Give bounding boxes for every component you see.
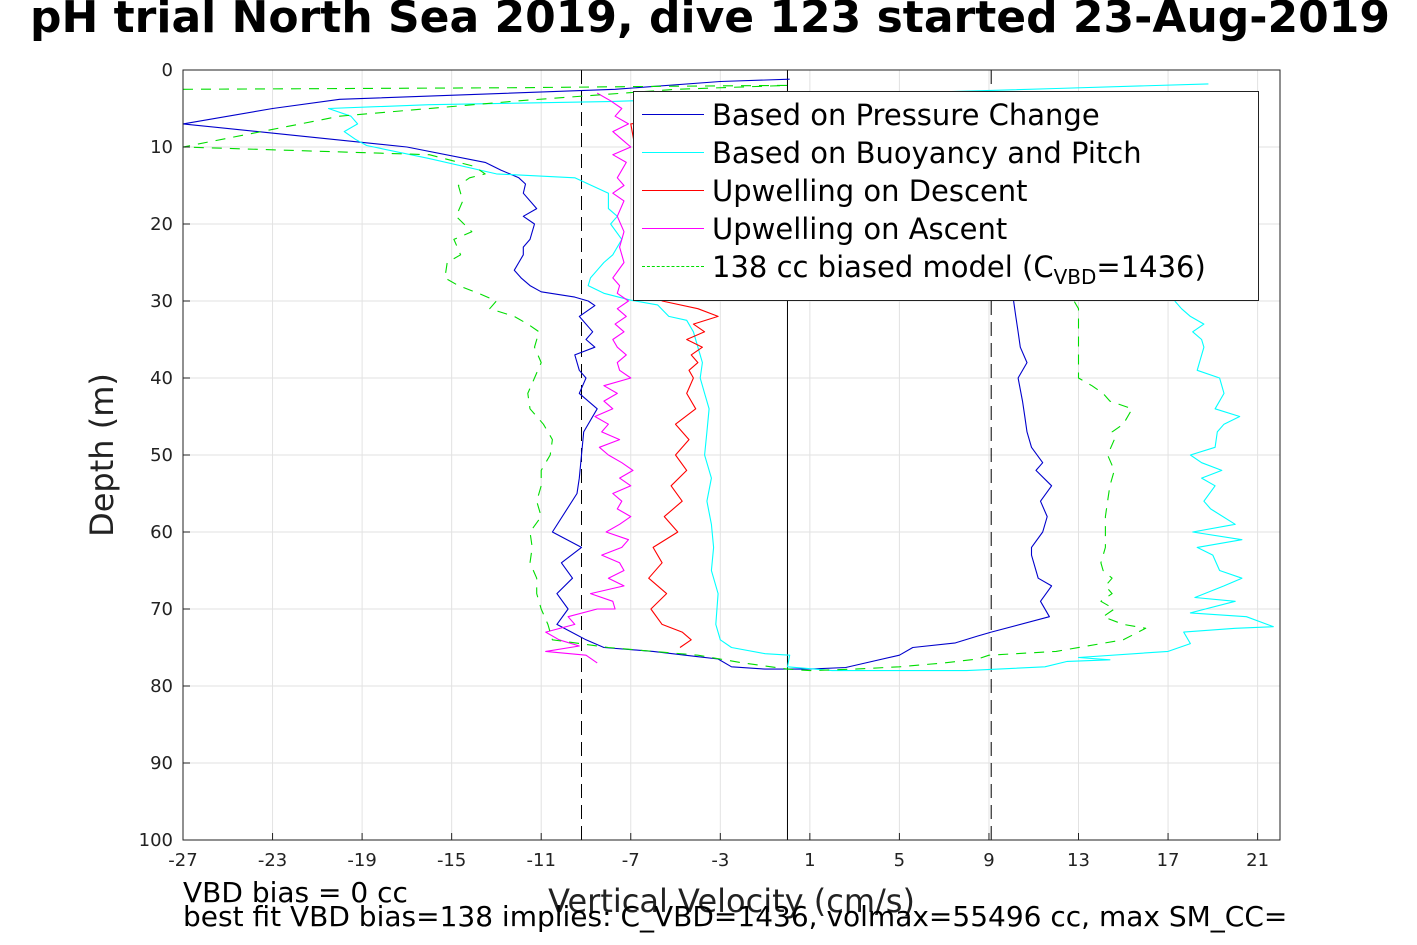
legend-item-buoyancy: Based on Buoyancy and Pitch [634, 134, 1258, 172]
legend-label: Based on Pressure Change [712, 98, 1100, 132]
y-tick-label: 70 [150, 599, 173, 620]
x-tick-label: 5 [894, 850, 905, 871]
tick-labels: -27 -23 -19 -15 -11 -7 -3 1 5 9 13 17 21 0 10 20 30 40 50 6… [139, 60, 1269, 871]
legend: Based on Pressure Change Based on Buoyan… [633, 91, 1259, 301]
x-tick-label: -3 [711, 850, 729, 871]
y-tick-label: 20 [150, 214, 173, 235]
x-axis-label: Vertical Velocity (cm/s) [548, 882, 915, 920]
x-tick-label: 1 [804, 850, 815, 871]
y-tick-label: 0 [162, 60, 173, 81]
legend-label: 138 cc biased model (CVBD=1436) [712, 250, 1206, 289]
legend-label: Upwelling on Ascent [712, 212, 1008, 246]
legend-swatch [642, 266, 704, 267]
legend-item-biased-model: 138 cc biased model (CVBD=1436) [634, 248, 1258, 289]
series-group [182, 78, 1274, 672]
x-tick-label: -15 [437, 850, 466, 871]
y-tick-label: 60 [150, 522, 173, 543]
x-tick-label: -11 [527, 850, 556, 871]
legend-label-post: =1436) [1096, 250, 1206, 284]
y-tick-label: 10 [150, 137, 173, 158]
x-tick-label: -19 [347, 850, 376, 871]
x-tick-label: 17 [1157, 850, 1180, 871]
footnote-best-fit: best fit VBD bias=138 implies: C_VBD=143… [183, 900, 1288, 933]
y-tick-label: 80 [150, 676, 173, 697]
footnote-vbd-bias: VBD bias = 0 cc [183, 876, 408, 909]
x-tick-label: -7 [622, 850, 640, 871]
x-tick-label: -23 [258, 850, 287, 871]
series-line-1 [182, 78, 1053, 670]
series-line-2 [327, 83, 1274, 672]
chart-title: pH trial North Sea 2019, dive 123 starte… [30, 0, 1390, 43]
legend-swatch [642, 114, 704, 115]
x-tick-label: -27 [168, 850, 197, 871]
x-tick-label: 9 [983, 850, 994, 871]
legend-label-sub: VBD [1053, 264, 1097, 289]
series-line-4 [545, 92, 634, 664]
legend-swatch [642, 228, 704, 229]
y-tick-label: 40 [150, 368, 173, 389]
y-tick-label: 100 [139, 830, 173, 851]
y-axis-label: Depth (m) [83, 373, 121, 537]
legend-item-upwelling-ascent: Upwelling on Ascent [634, 210, 1258, 248]
legend-swatch [642, 190, 704, 191]
legend-item-upwelling-descent: Upwelling on Descent [634, 172, 1258, 210]
legend-label-pre: 138 cc biased model (C [712, 250, 1054, 284]
legend-label: Upwelling on Descent [712, 174, 1028, 208]
legend-swatch [642, 152, 704, 153]
y-tick-label: 30 [150, 291, 173, 312]
x-tick-label: 13 [1067, 850, 1090, 871]
legend-item-pressure: Based on Pressure Change [634, 96, 1258, 134]
series-line-3 [630, 119, 719, 648]
x-tick-label: 21 [1246, 850, 1269, 871]
legend-label: Based on Buoyancy and Pitch [712, 136, 1142, 170]
y-tick-label: 90 [150, 753, 173, 774]
y-tick-label: 50 [150, 445, 173, 466]
